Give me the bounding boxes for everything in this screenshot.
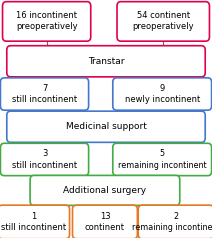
FancyBboxPatch shape xyxy=(7,46,205,77)
FancyBboxPatch shape xyxy=(0,205,70,238)
Text: 2
remaining incontinent: 2 remaining incontinent xyxy=(132,212,212,232)
Text: 1
still incontinent: 1 still incontinent xyxy=(1,212,67,232)
Text: 3
still incontinent: 3 still incontinent xyxy=(12,149,77,169)
Text: Medicinal support: Medicinal support xyxy=(66,122,146,131)
FancyBboxPatch shape xyxy=(138,205,212,238)
FancyBboxPatch shape xyxy=(113,78,212,110)
FancyBboxPatch shape xyxy=(7,111,205,142)
FancyBboxPatch shape xyxy=(3,2,91,41)
Text: 16 incontinent
preoperatively: 16 incontinent preoperatively xyxy=(16,11,77,31)
Text: 13
continent: 13 continent xyxy=(85,212,125,232)
Text: 54 continent
preoperatively: 54 continent preoperatively xyxy=(132,11,194,31)
Text: Additional surgery: Additional surgery xyxy=(63,186,146,195)
FancyBboxPatch shape xyxy=(117,2,209,41)
FancyBboxPatch shape xyxy=(73,205,137,238)
Text: Transtar: Transtar xyxy=(88,57,124,66)
FancyBboxPatch shape xyxy=(113,143,212,176)
FancyBboxPatch shape xyxy=(0,143,89,176)
FancyBboxPatch shape xyxy=(30,175,180,205)
Text: 5
remaining incontinent: 5 remaining incontinent xyxy=(118,149,206,169)
FancyBboxPatch shape xyxy=(0,78,89,110)
Text: 7
still incontinent: 7 still incontinent xyxy=(12,84,77,104)
Text: 9
newly incontinent: 9 newly incontinent xyxy=(125,84,200,104)
